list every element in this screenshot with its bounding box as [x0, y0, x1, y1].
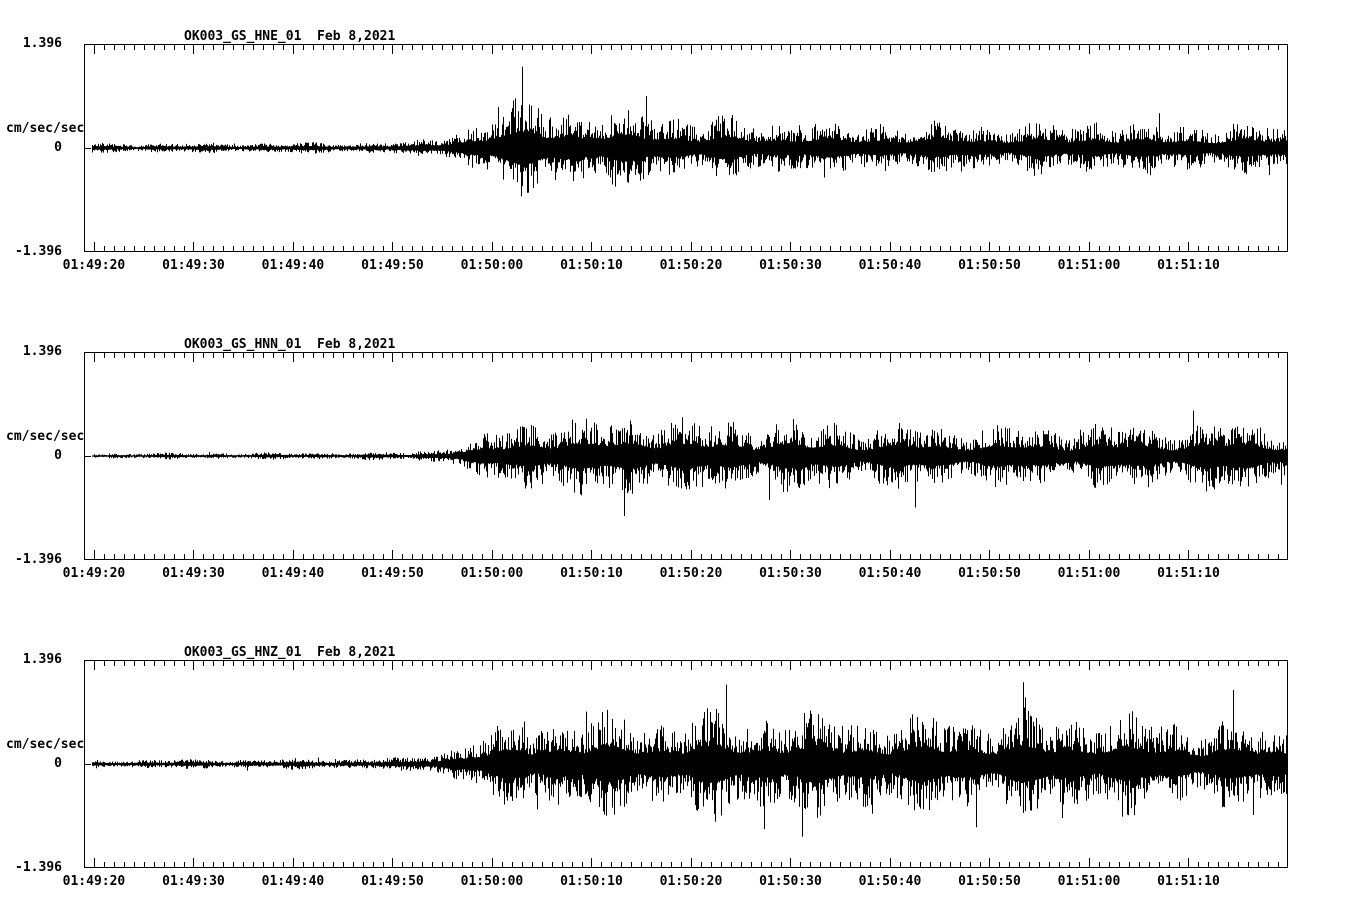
x-tick-label: 01:51:00: [1057, 566, 1121, 581]
y-tick-label-min: -1.396: [15, 244, 62, 259]
x-tick-label: 01:51:00: [1057, 874, 1121, 889]
x-tick-label: 01:49:50: [361, 874, 424, 889]
chart-title: OK003_GS_HNN_01 Feb 8,2021: [184, 337, 396, 352]
y-tick-label-min: -1.396: [15, 860, 62, 875]
x-tick-label: 01:51:10: [1157, 874, 1220, 889]
x-tick-label: 01:50:40: [858, 874, 922, 889]
x-tick-label: 01:50:00: [460, 258, 524, 273]
y-tick-label-max: 1.396: [22, 344, 62, 359]
seismogram-panel-hnz: OK003_GS_HNZ_01 Feb 8,2021 cm/sec/sec 1.…: [0, 616, 1358, 924]
y-tick-label-max: 1.396: [22, 36, 62, 51]
x-tick-label: 01:50:50: [958, 874, 1021, 889]
x-tick-label: 01:50:10: [560, 566, 623, 581]
seismogram-canvas-hne: [84, 44, 1288, 252]
x-tick-label: 01:49:50: [361, 566, 424, 581]
plot-area: [84, 660, 1288, 868]
plot-area: [84, 352, 1288, 560]
x-tick-label: 01:50:20: [659, 566, 723, 581]
x-tick-label: 01:50:20: [659, 874, 723, 889]
x-tick-label: 01:49:20: [62, 566, 126, 581]
y-tick-label-zero: 0: [54, 140, 62, 155]
y-axis-unit-label: cm/sec/sec: [6, 737, 85, 752]
x-tick-label: 01:49:40: [261, 566, 325, 581]
x-tick-label: 01:50:30: [759, 566, 822, 581]
y-axis-unit-label: cm/sec/sec: [6, 121, 85, 136]
x-tick-label: 01:50:10: [560, 258, 623, 273]
x-tick-label: 01:49:30: [162, 258, 225, 273]
x-tick-label: 01:49:40: [261, 258, 325, 273]
y-axis-unit-label: cm/sec/sec: [6, 429, 85, 444]
x-tick-label: 01:50:50: [958, 258, 1021, 273]
x-tick-label: 01:49:20: [62, 258, 126, 273]
x-tick-label: 01:49:50: [361, 258, 424, 273]
x-tick-label: 01:50:30: [759, 874, 822, 889]
plot-area: [84, 44, 1288, 252]
x-axis-labels: 01:49:20 01:49:30 01:49:40 01:49:50 01:50:00…: [63, 258, 1288, 276]
x-tick-label: 01:49:30: [162, 566, 225, 581]
x-tick-label: 01:51:10: [1157, 566, 1220, 581]
y-tick-label-min: -1.396: [15, 552, 62, 567]
chart-title: OK003_GS_HNE_01 Feb 8,2021: [184, 29, 396, 44]
x-tick-label: 01:50:00: [460, 566, 524, 581]
x-tick-label: 01:50:10: [560, 874, 623, 889]
x-tick-label: 01:49:40: [261, 874, 325, 889]
y-tick-label-max: 1.396: [22, 652, 62, 667]
x-tick-label: 01:50:50: [958, 566, 1021, 581]
seismogram-canvas-hnz: [84, 660, 1288, 868]
x-axis-labels: 01:49:20 01:49:30 01:49:40 01:49:50 01:50:00…: [63, 874, 1288, 892]
x-tick-label: 01:50:40: [858, 258, 922, 273]
x-tick-label: 01:50:00: [460, 874, 524, 889]
x-tick-label: 01:50:20: [659, 258, 723, 273]
x-tick-label: 01:51:00: [1057, 258, 1121, 273]
y-tick-label-zero: 0: [54, 756, 62, 771]
x-tick-label: 01:51:10: [1157, 258, 1220, 273]
y-tick-label-zero: 0: [54, 448, 62, 463]
x-tick-label: 01:50:30: [759, 258, 822, 273]
x-tick-label: 01:49:20: [62, 874, 126, 889]
x-tick-label: 01:50:40: [858, 566, 922, 581]
chart-title: OK003_GS_HNZ_01 Feb 8,2021: [184, 645, 396, 660]
seismogram-panel-hnn: OK003_GS_HNN_01 Feb 8,2021 cm/sec/sec 1.…: [0, 308, 1358, 616]
x-tick-label: 01:49:30: [162, 874, 225, 889]
x-axis-labels: 01:49:20 01:49:30 01:49:40 01:49:50 01:50:00…: [63, 566, 1288, 584]
seismogram-panel-hne: OK003_GS_HNE_01 Feb 8,2021 cm/sec/sec 1.…: [0, 0, 1358, 308]
seismogram-canvas-hnn: [84, 352, 1288, 560]
